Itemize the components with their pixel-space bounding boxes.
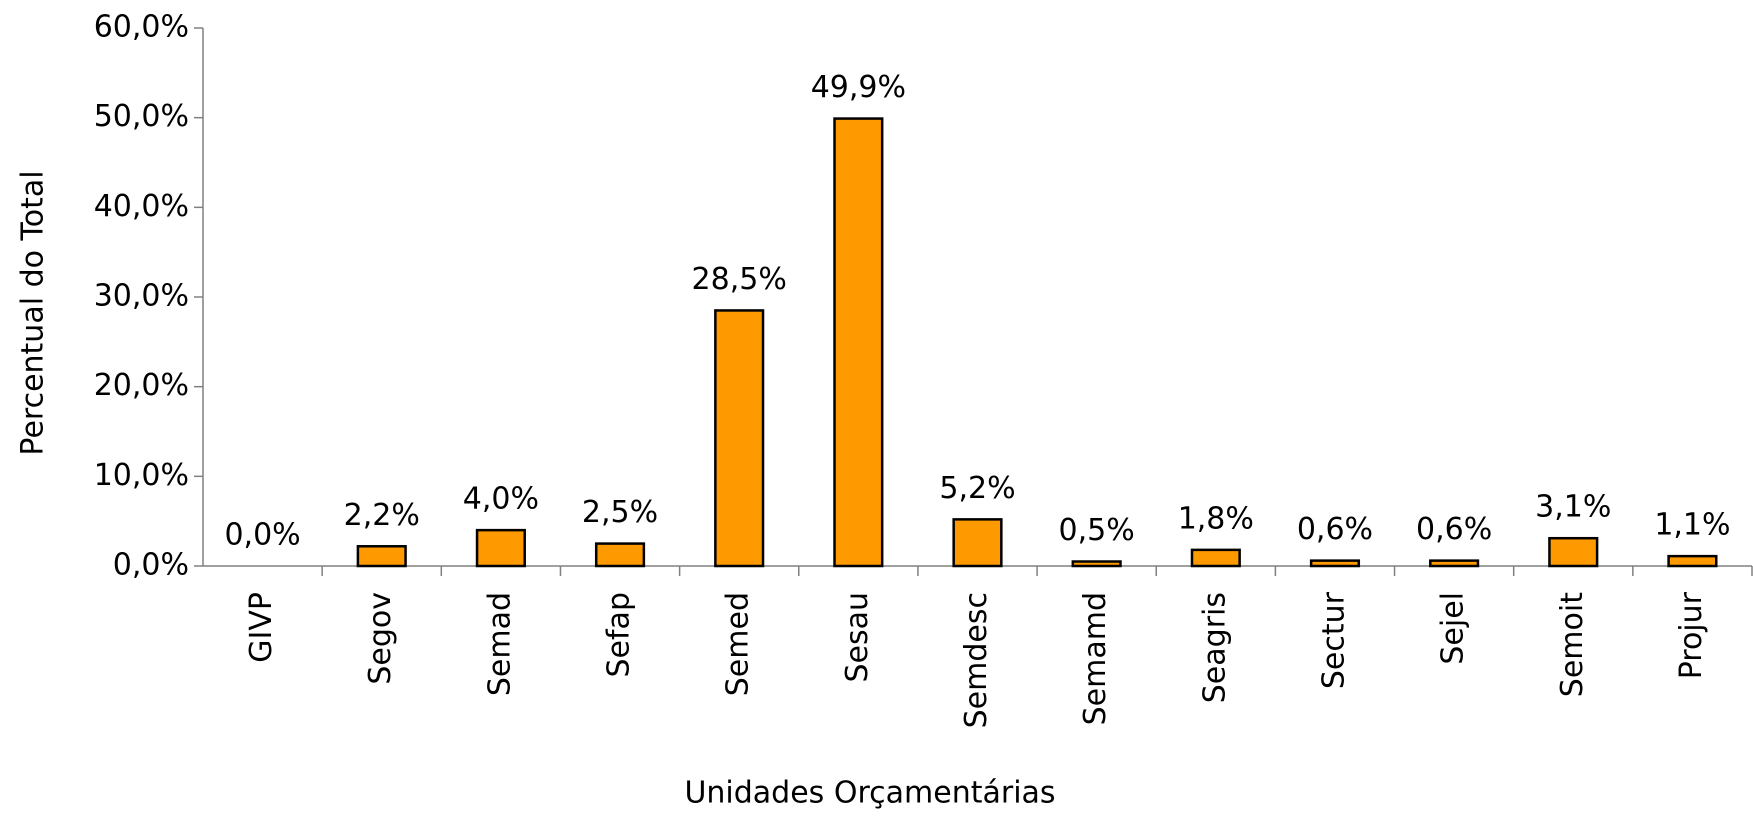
y-tick-label: 50,0%: [94, 99, 189, 134]
bar: [356, 545, 407, 568]
bar: [1071, 560, 1122, 568]
data-label: 2,2%: [344, 498, 420, 533]
bar: [952, 518, 1003, 568]
bar: [1667, 554, 1718, 568]
data-label: 0,5%: [1059, 513, 1135, 548]
data-label: 4,0%: [463, 482, 539, 517]
x-axis-title: Unidades Orçamentárias: [684, 776, 1055, 811]
x-tick-label: Segov: [363, 592, 398, 685]
bar: [1548, 536, 1599, 568]
y-tick-label: 0,0%: [113, 548, 189, 583]
bar: [1190, 548, 1241, 568]
data-label: 5,2%: [939, 471, 1015, 506]
bar: [714, 309, 765, 568]
y-tick-label: 40,0%: [94, 189, 189, 224]
data-label: 0,6%: [1297, 512, 1373, 547]
bar: [833, 117, 884, 568]
data-label: 28,5%: [692, 262, 787, 297]
data-label: 1,8%: [1178, 501, 1254, 536]
y-tick-label: 20,0%: [94, 368, 189, 403]
x-tick-label: Sefap: [602, 592, 637, 678]
y-tick-label: 10,0%: [94, 458, 189, 493]
y-tick-label: 60,0%: [94, 10, 189, 45]
x-tick-label: Semad: [482, 592, 517, 696]
x-tick-label: Seagris: [1197, 592, 1232, 703]
bar: [594, 542, 646, 568]
x-tick-label: Semdesc: [959, 592, 994, 728]
data-label: 0,0%: [224, 518, 300, 553]
data-label: 2,5%: [582, 495, 658, 530]
x-tick-label: Semoit: [1555, 592, 1590, 697]
y-axis-title: Percentual do Total: [16, 170, 51, 455]
x-tick-label: Projur: [1674, 591, 1709, 679]
bar: [475, 528, 526, 568]
y-tick-label: 30,0%: [94, 279, 189, 314]
x-tick-label: Sejel: [1436, 592, 1471, 665]
data-label: 1,1%: [1654, 508, 1730, 543]
x-tick-label: Semamd: [1078, 592, 1113, 725]
x-tick-label: Sectur: [1316, 591, 1351, 689]
bar: [1309, 559, 1361, 568]
data-label: 3,1%: [1535, 490, 1611, 525]
x-tick-label: Semed: [721, 592, 756, 696]
x-tick-label: GIVP: [244, 592, 279, 663]
bar: [1429, 559, 1480, 568]
data-label: 0,6%: [1416, 512, 1492, 547]
x-tick-label: Sesau: [840, 592, 875, 683]
data-label: 49,9%: [811, 70, 906, 105]
